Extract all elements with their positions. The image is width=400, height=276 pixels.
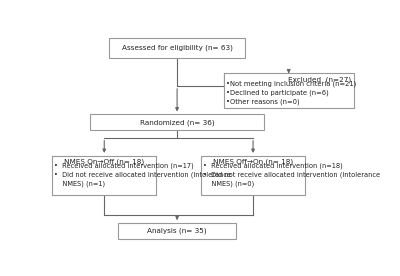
Text: •Not meeting inclusion criteria (n=21)
•Declined to participate (n=6)
•Other rea: •Not meeting inclusion criteria (n=21) •… xyxy=(226,81,356,105)
FancyBboxPatch shape xyxy=(118,223,236,239)
Text: NMES On→Off (n= 18): NMES On→Off (n= 18) xyxy=(64,159,144,165)
FancyBboxPatch shape xyxy=(224,73,354,108)
Text: Assessed for eligibility (n= 63): Assessed for eligibility (n= 63) xyxy=(122,45,232,51)
Text: Randomized (n= 36): Randomized (n= 36) xyxy=(140,119,214,126)
Text: Analysis (n= 35): Analysis (n= 35) xyxy=(147,227,207,234)
FancyBboxPatch shape xyxy=(109,38,245,58)
Text: Excluded  (n=27): Excluded (n=27) xyxy=(288,76,351,83)
FancyBboxPatch shape xyxy=(90,115,264,130)
FancyBboxPatch shape xyxy=(52,156,156,195)
FancyBboxPatch shape xyxy=(201,156,305,195)
Text: •  Received allocated intervention (n=18)
•  Did not receive allocated intervent: • Received allocated intervention (n=18)… xyxy=(203,163,380,187)
Text: NMES Off→On (n= 18): NMES Off→On (n= 18) xyxy=(213,159,293,165)
Text: •  Received allocated intervention (n=17)
•  Did not receive allocated intervent: • Received allocated intervention (n=17)… xyxy=(54,163,231,187)
